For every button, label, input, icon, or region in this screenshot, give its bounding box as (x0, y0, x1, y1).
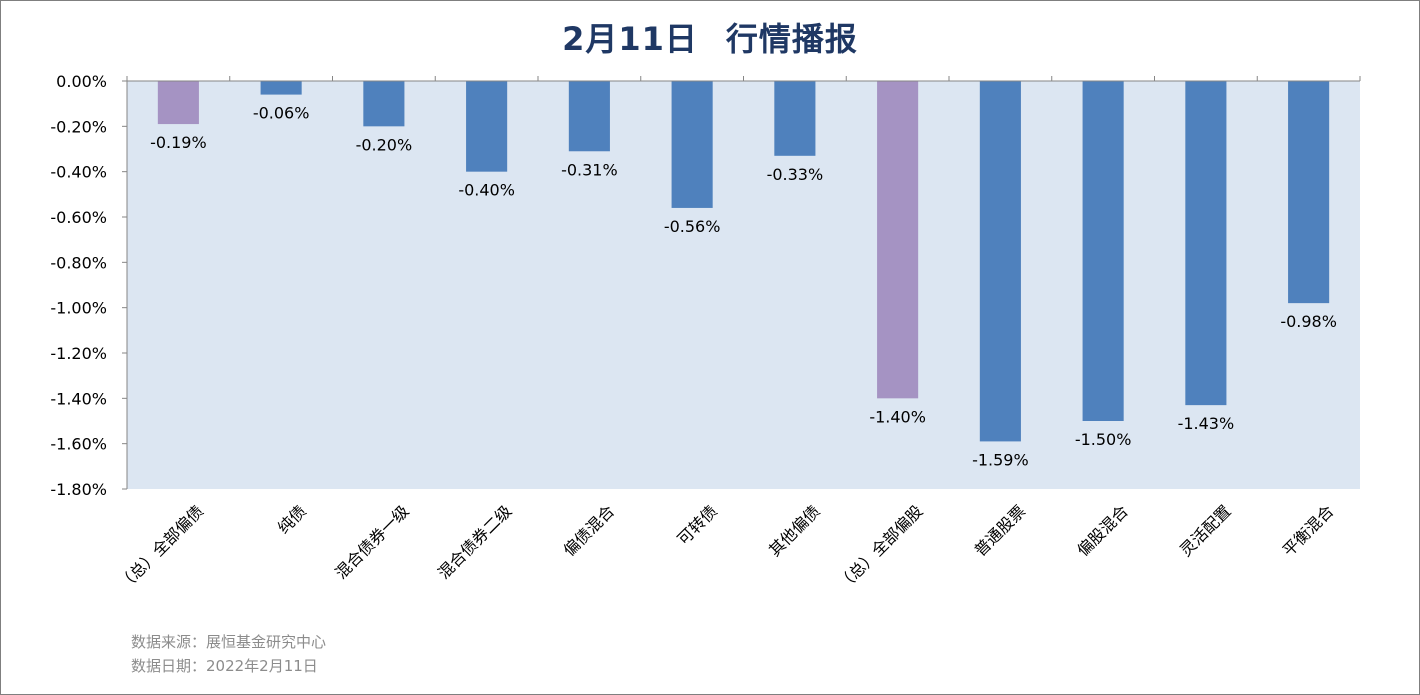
data-label: -0.40% (458, 181, 515, 200)
bar (260, 81, 302, 95)
bar (568, 81, 610, 152)
data-label: -1.40% (869, 407, 926, 426)
chart-title: 2月11日 行情播报 (0, 14, 1420, 60)
y-tick-label: -1.00% (50, 299, 107, 318)
plot-area (127, 81, 1360, 489)
title-text: 行情播报 (725, 20, 858, 58)
bar (363, 81, 405, 127)
data-label: -0.56% (664, 217, 721, 236)
data-label: -1.59% (972, 450, 1029, 469)
y-tick-label: -0.20% (50, 117, 107, 136)
data-label: -0.06% (253, 104, 310, 123)
bar (979, 81, 1021, 442)
category-label: （总）全部偏债 (115, 501, 208, 594)
category-label: 纯债 (274, 501, 310, 537)
category-label: 其他偏债 (765, 501, 824, 560)
data-label: -0.20% (356, 135, 413, 154)
y-tick-label: -0.60% (50, 208, 107, 227)
y-tick-label: -1.40% (50, 389, 107, 408)
data-label: -1.50% (1075, 430, 1132, 449)
bar (466, 81, 508, 172)
title-date: 2月11日 (562, 20, 698, 58)
category-label: 可转债 (674, 501, 721, 548)
data-label: -0.19% (150, 133, 207, 152)
y-tick-label: -1.80% (50, 480, 107, 499)
category-label: 普通股票 (971, 501, 1030, 560)
data-label: -0.98% (1280, 312, 1337, 331)
data-label: -0.33% (767, 165, 824, 184)
y-tick-label: 0.00% (56, 72, 107, 91)
category-label: 灵活配置 (1176, 501, 1235, 560)
date-note: 数据日期：2022年2月11日 (131, 657, 318, 675)
category-label: 偏股混合 (1073, 501, 1132, 560)
bar (1082, 81, 1124, 421)
category-label: 混合债券二级 (434, 501, 515, 582)
y-tick-label: -0.80% (50, 253, 107, 272)
bar (671, 81, 713, 208)
bar (774, 81, 816, 156)
category-label: 混合债券一级 (331, 501, 412, 582)
bar (1288, 81, 1330, 304)
y-tick-label: -1.60% (50, 435, 107, 454)
bar (157, 81, 199, 125)
category-label: 平衡混合 (1279, 501, 1338, 560)
category-label: （总）全部偏股 (834, 501, 927, 594)
bar (877, 81, 919, 399)
y-tick-label: -0.40% (50, 163, 107, 182)
data-label: -1.43% (1178, 414, 1235, 433)
data-label: -0.31% (561, 160, 618, 179)
category-label: 偏债混合 (560, 501, 619, 560)
chart-notes: 数据来源：展恒基金研究中心 数据日期：2022年2月11日 (131, 630, 326, 678)
bar (1185, 81, 1227, 406)
source-note: 数据来源：展恒基金研究中心 (131, 633, 327, 651)
y-tick-label: -1.20% (50, 344, 107, 363)
